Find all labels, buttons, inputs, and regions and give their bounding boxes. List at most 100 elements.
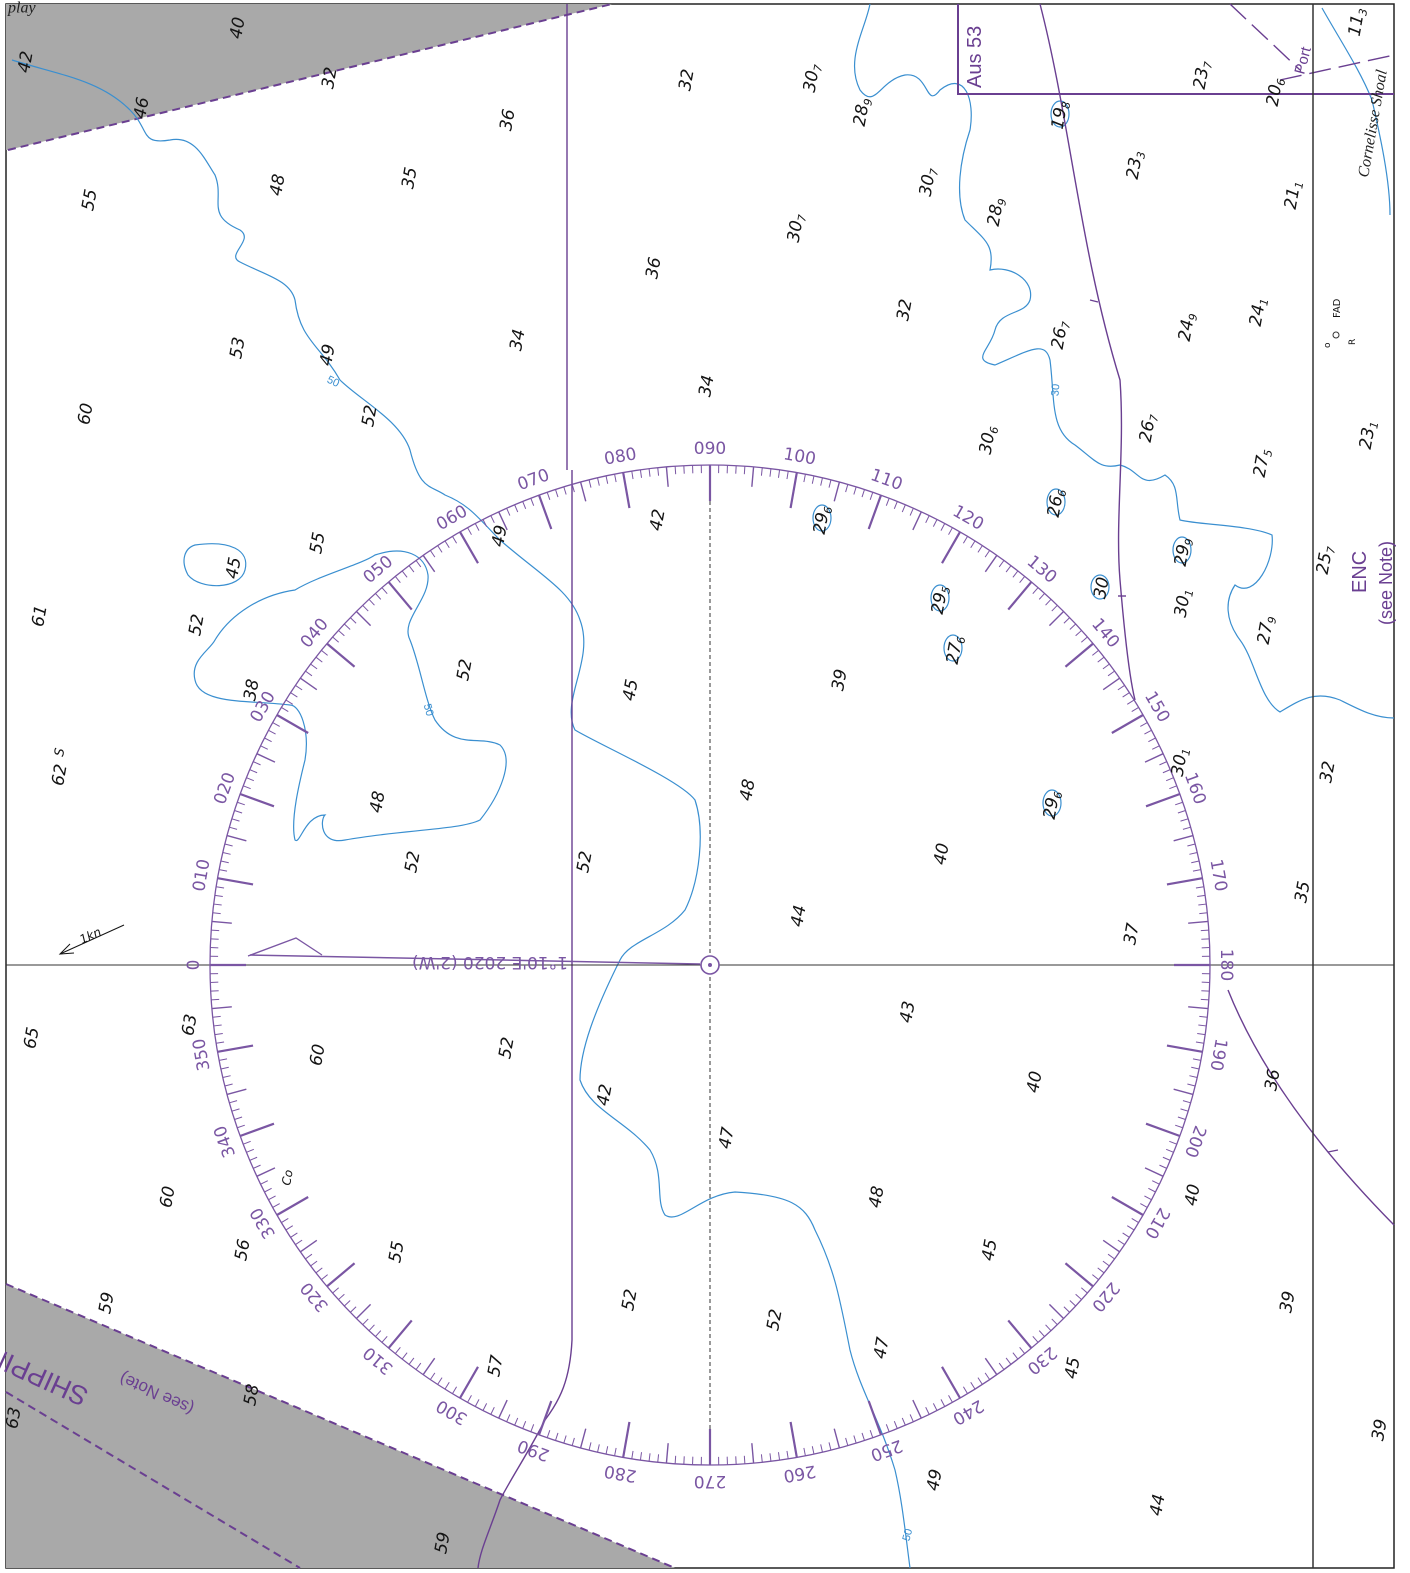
rose-tick <box>674 1455 677 1464</box>
rose-tick <box>355 1303 372 1320</box>
aus53-label: Aus 53 <box>964 26 986 88</box>
rose-label: 270 <box>694 1471 726 1491</box>
rose-tick <box>474 523 480 531</box>
rose-tick <box>530 1424 535 1432</box>
rose-tick <box>394 576 401 583</box>
rose-tick <box>803 1447 806 1456</box>
sounding: 65 <box>20 1026 43 1051</box>
rose-tick <box>1148 1187 1156 1193</box>
rose-tick <box>786 1450 789 1459</box>
rose-tick <box>237 801 245 806</box>
rose-tick <box>614 474 617 483</box>
rose-tick <box>211 929 220 932</box>
rose-tick <box>853 1435 857 1444</box>
rose-tick <box>1063 617 1071 624</box>
sounding: 55 <box>385 1240 408 1265</box>
sounding: 55 <box>306 531 329 556</box>
rose-tick <box>760 467 763 476</box>
rose-tick <box>310 663 318 670</box>
rose-tick <box>231 818 240 822</box>
rose-tick <box>1080 636 1088 643</box>
rose-label: 090 <box>694 439 726 459</box>
rose-tick <box>387 1319 413 1349</box>
rose-tick <box>743 1455 746 1464</box>
rose-tick <box>231 1108 240 1112</box>
rose-tick <box>219 1058 228 1061</box>
chart-frame <box>5 3 1395 1569</box>
header-fragment: play <box>7 0 36 16</box>
rose-tick <box>909 1414 914 1422</box>
sounding: 47 <box>870 1335 893 1360</box>
shoal-19m <box>1050 100 1070 128</box>
rose-tick <box>437 545 443 553</box>
rose-tick <box>1051 604 1058 612</box>
rose-tick <box>1097 1267 1105 1274</box>
rose-tick <box>777 1452 781 1461</box>
rose-tick <box>1177 1116 1186 1120</box>
contour-label: 30 <box>1049 383 1062 396</box>
rose-tick <box>571 484 575 493</box>
rose-tick <box>326 1262 356 1288</box>
rose-tick <box>1069 623 1077 630</box>
rose-tick <box>514 1417 519 1426</box>
fairway-south-limit <box>5 1283 676 1569</box>
rose-tick <box>912 1399 922 1419</box>
shoal-30 <box>1090 574 1110 600</box>
rose-tick <box>1075 1293 1082 1300</box>
rose-tick <box>777 469 781 478</box>
rose-tick <box>665 1443 669 1464</box>
rose-tick <box>597 1444 600 1453</box>
rose-tick <box>1092 649 1099 656</box>
rose-tick <box>1148 737 1156 743</box>
rose-tick <box>222 1075 231 1078</box>
rose-tick <box>1169 785 1177 790</box>
rose-tick <box>332 1287 340 1294</box>
rose-tick <box>1198 903 1207 906</box>
sounding: 42 <box>14 50 37 75</box>
rose-tick <box>605 475 609 484</box>
rose-tick <box>459 1366 479 1399</box>
rose-tick <box>1191 1066 1200 1070</box>
rose-tick <box>229 1100 238 1104</box>
rose-tick <box>381 1335 388 1343</box>
rose-tick <box>977 545 983 553</box>
rose-tick <box>264 1187 272 1193</box>
rose-tick <box>249 769 258 774</box>
rose-tick <box>869 492 874 500</box>
rose-tick <box>408 1357 415 1365</box>
rose-tick <box>368 598 375 606</box>
rose-tick <box>885 498 890 506</box>
sounding: 44 <box>1146 1493 1169 1518</box>
rose-tick <box>264 737 272 743</box>
rose-tick <box>743 466 746 475</box>
rose-tick <box>290 1232 298 1238</box>
limit-arc-south <box>1227 989 1395 1226</box>
shoal-29-6b <box>1042 789 1062 817</box>
rose-tick <box>1107 670 1115 677</box>
rose-tick <box>1117 684 1125 691</box>
sounding: 49 <box>316 343 339 368</box>
rose-tick <box>437 1377 443 1385</box>
rose-tick <box>803 474 806 483</box>
rose-tick <box>861 489 865 498</box>
sounding: 32 <box>675 68 698 93</box>
rose-tick <box>260 1180 269 1185</box>
rose-tick <box>1075 630 1082 637</box>
aus53-limit: Aus 53 <box>957 4 1394 95</box>
rose-tick <box>1092 1274 1099 1281</box>
rose-tick <box>224 1083 233 1087</box>
rose-tick <box>1064 642 1094 668</box>
rose-tick <box>506 1414 511 1422</box>
sounding: 43 <box>896 1000 919 1025</box>
sounding: 56 <box>231 1237 254 1262</box>
rose-tick <box>211 1006 232 1010</box>
rose-tick <box>998 560 1005 568</box>
sounding: 37 <box>1120 921 1143 946</box>
sounding: 52 <box>358 404 381 429</box>
rose-tick <box>1102 677 1120 691</box>
rose-tick <box>1199 1015 1208 1018</box>
rose-tick <box>1165 1148 1174 1153</box>
rose-tick <box>295 1239 303 1246</box>
shipping-fairway-south <box>6 1284 675 1568</box>
